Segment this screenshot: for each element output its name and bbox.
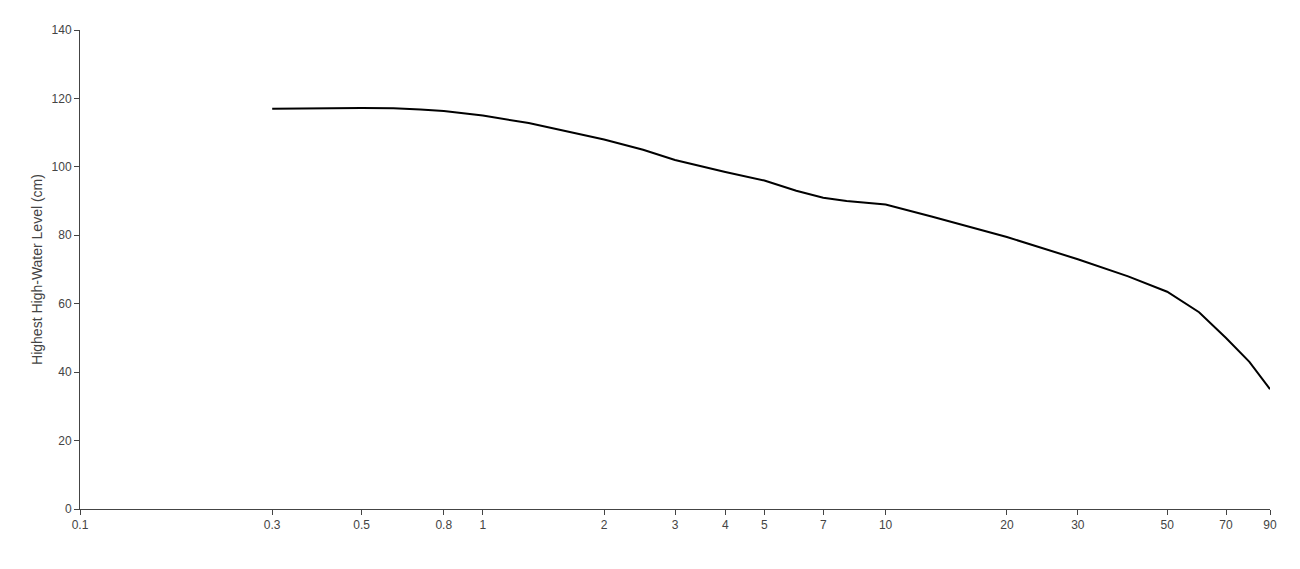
svg-text:20: 20: [58, 434, 72, 448]
svg-text:0.3: 0.3: [264, 518, 281, 532]
svg-text:0.8: 0.8: [435, 518, 452, 532]
svg-text:7: 7: [820, 518, 827, 532]
svg-text:70: 70: [1219, 518, 1233, 532]
svg-text:80: 80: [58, 228, 72, 242]
svg-text:120: 120: [52, 92, 72, 106]
svg-text:100: 100: [52, 160, 72, 174]
svg-text:5: 5: [761, 518, 768, 532]
svg-text:30: 30: [1071, 518, 1085, 532]
svg-text:4: 4: [722, 518, 729, 532]
svg-text:0: 0: [65, 502, 72, 516]
svg-text:50: 50: [1160, 518, 1174, 532]
svg-text:0.5: 0.5: [353, 518, 370, 532]
svg-text:3: 3: [672, 518, 679, 532]
svg-text:Highest High-Water Level (cm): Highest High-Water Level (cm): [29, 174, 45, 365]
svg-text:60: 60: [58, 297, 72, 311]
svg-text:140: 140: [52, 23, 72, 37]
svg-text:90: 90: [1263, 518, 1277, 532]
svg-text:2: 2: [601, 518, 608, 532]
svg-text:20: 20: [1000, 518, 1014, 532]
svg-text:0.1: 0.1: [72, 518, 89, 532]
svg-text:1: 1: [479, 518, 486, 532]
svg-text:10: 10: [879, 518, 893, 532]
svg-text:40: 40: [58, 365, 72, 379]
